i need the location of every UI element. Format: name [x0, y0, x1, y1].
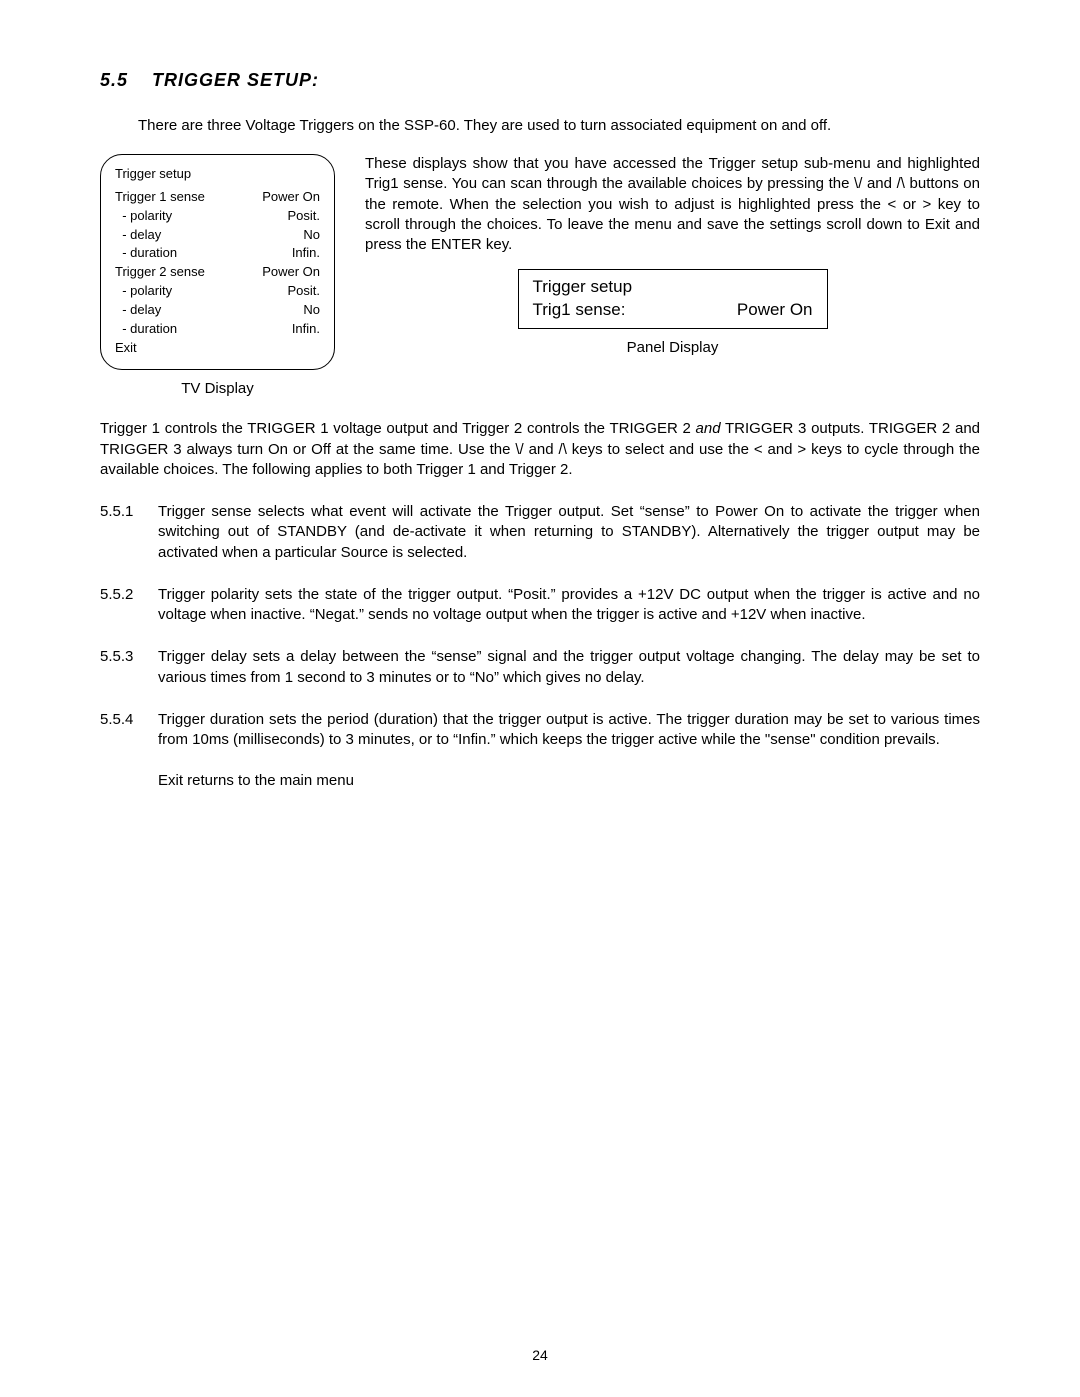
- tv-row-right: No: [303, 301, 320, 320]
- subsection-text: Trigger duration sets the period (durati…: [158, 710, 980, 751]
- tv-row-left: - delay: [115, 226, 161, 245]
- body-para-pre: Trigger 1 controls the TRIGGER 1 voltage…: [100, 420, 696, 437]
- panel-line2-right: Power On: [737, 299, 813, 322]
- tv-row: Trigger 1 sense Power On: [115, 188, 320, 207]
- panel-line2: Trig1 sense: Power On: [533, 299, 813, 322]
- body-para-italic: and: [696, 420, 721, 437]
- subsection-text: Trigger polarity sets the state of the t…: [158, 585, 980, 626]
- right-paragraph: These displays show that you have access…: [365, 154, 980, 255]
- tv-row-right: Infin.: [292, 320, 320, 339]
- subsection: 5.5.3 Trigger delay sets a delay between…: [100, 647, 980, 688]
- subsection: 5.5.1 Trigger sense selects what event w…: [100, 502, 980, 563]
- tv-row: - polarity Posit.: [115, 282, 320, 301]
- tv-row-left: - delay: [115, 301, 161, 320]
- right-column: These displays show that you have access…: [365, 154, 980, 356]
- tv-row: Trigger 2 sense Power On: [115, 263, 320, 282]
- page-number: 24: [0, 1347, 1080, 1363]
- panel-display-caption: Panel Display: [627, 339, 719, 356]
- body-paragraph: Trigger 1 controls the TRIGGER 1 voltage…: [100, 419, 980, 480]
- tv-row-right: Posit.: [287, 282, 320, 301]
- displays-row: Trigger setup Trigger 1 sense Power On - …: [100, 154, 980, 397]
- subsection-number: 5.5.4: [100, 710, 158, 751]
- subsection-number: 5.5.1: [100, 502, 158, 563]
- tv-display-wrap: Trigger setup Trigger 1 sense Power On - …: [100, 154, 335, 397]
- tv-row-left: Trigger 2 sense: [115, 263, 205, 282]
- section-heading: 5.5 TRIGGER SETUP:: [100, 70, 980, 91]
- tv-display-box: Trigger setup Trigger 1 sense Power On - …: [100, 154, 335, 370]
- tv-display-caption: TV Display: [100, 380, 335, 397]
- subsection-text: Trigger delay sets a delay between the “…: [158, 647, 980, 688]
- panel-display-wrap: Trigger setup Trig1 sense: Power On Pane…: [365, 269, 980, 356]
- section-title: TRIGGER SETUP:: [152, 70, 319, 90]
- subsection: 5.5.2 Trigger polarity sets the state of…: [100, 585, 980, 626]
- tv-row-left: - duration: [115, 320, 177, 339]
- panel-display-box: Trigger setup Trig1 sense: Power On: [518, 269, 828, 329]
- panel-line1: Trigger setup: [533, 276, 813, 299]
- intro-text: There are three Voltage Triggers on the …: [138, 117, 980, 134]
- subsection-number: 5.5.3: [100, 647, 158, 688]
- tv-row-left: Exit: [115, 339, 137, 358]
- subsection-number: 5.5.2: [100, 585, 158, 626]
- exit-line: Exit returns to the main menu: [158, 772, 980, 789]
- subsection: 5.5.4 Trigger duration sets the period (…: [100, 710, 980, 751]
- tv-row: - polarity Posit.: [115, 207, 320, 226]
- tv-row-right: Posit.: [287, 207, 320, 226]
- panel-line2-left: Trig1 sense:: [533, 299, 626, 322]
- tv-row: - duration Infin.: [115, 320, 320, 339]
- tv-row: - delay No: [115, 226, 320, 245]
- section-number: 5.5: [100, 70, 128, 91]
- tv-row-left: - polarity: [115, 207, 172, 226]
- tv-row: - duration Infin.: [115, 244, 320, 263]
- tv-row-right: Infin.: [292, 244, 320, 263]
- tv-row-right: No: [303, 226, 320, 245]
- tv-row-left: - polarity: [115, 282, 172, 301]
- tv-row: - delay No: [115, 301, 320, 320]
- tv-row-left: - duration: [115, 244, 177, 263]
- tv-row-left: Trigger 1 sense: [115, 188, 205, 207]
- tv-row: Exit: [115, 339, 320, 358]
- tv-row-right: Power On: [262, 188, 320, 207]
- tv-display-title: Trigger setup: [115, 165, 320, 184]
- subsection-text: Trigger sense selects what event will ac…: [158, 502, 980, 563]
- tv-row-right: Power On: [262, 263, 320, 282]
